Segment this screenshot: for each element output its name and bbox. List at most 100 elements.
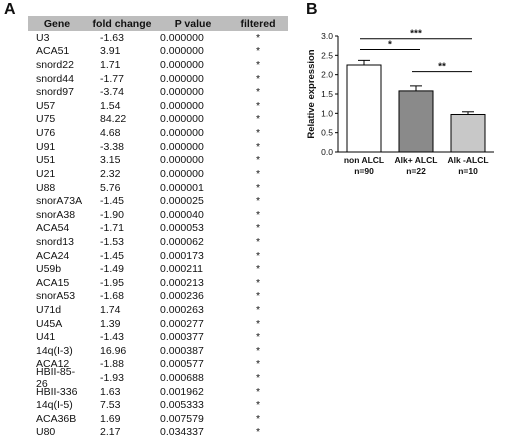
table-row: 14q(I-5) 7.53 0.005333 * — [28, 398, 288, 412]
table-row: snord44 -1.77 0.000000 * — [28, 72, 288, 86]
cell-p-value: 0.000000 — [160, 45, 204, 58]
cell-gene: ACA15 — [36, 276, 70, 289]
table-row: snord97 -3.74 0.000000 * — [28, 85, 288, 99]
cell-p-value: 0.000000 — [160, 99, 204, 112]
cell-fold-change: 2.17 — [100, 426, 121, 439]
header-p-value: P value — [174, 17, 212, 30]
cell-fold-change: 4.68 — [100, 127, 121, 140]
table-row: ACA51 3.91 0.000000 * — [28, 45, 288, 59]
cell-fold-change: -1.71 — [100, 222, 124, 235]
cell-gene: U75 — [36, 113, 56, 126]
cell-fold-change: -1.45 — [100, 249, 124, 262]
cell-filtered: * — [255, 317, 261, 330]
cell-p-value: 0.000000 — [160, 31, 204, 44]
cell-gene: ACA51 — [36, 45, 70, 58]
header-filtered: filtered — [240, 17, 276, 30]
cell-filtered: * — [255, 399, 261, 412]
relative-expression-chart: 0.0 0.5 1.0 1.5 2.0 2.5 3.0 Relative expression… — [306, 29, 494, 176]
table-header: Gene fold change P value filtered — [28, 16, 288, 31]
cell-gene: U41 — [36, 331, 56, 344]
table-row: snorA38 -1.90 0.000040 * — [28, 208, 288, 222]
fold-change-table: Gene fold change P value filtered U3 -1.6… — [28, 16, 288, 439]
cell-gene: snorA73A — [36, 195, 83, 208]
y-tick-label: 1.0 — [321, 108, 333, 118]
cell-fold-change: 7.53 — [100, 399, 121, 412]
cell-fold-change: 1.69 — [100, 412, 121, 425]
table-row: ACA36B 1.69 0.007579 * — [28, 412, 288, 426]
bar — [450, 113, 486, 153]
cell-fold-change: 1.54 — [100, 99, 121, 112]
cell-p-value: 0.000211 — [160, 263, 204, 276]
cell-filtered: * — [255, 235, 261, 248]
table-row: U59b -1.49 0.000211 * — [28, 262, 288, 276]
cell-p-value: 0.005333 — [160, 399, 204, 412]
cell-p-value: 0.000040 — [160, 208, 204, 221]
cell-fold-change: 2.32 — [100, 167, 121, 180]
panel-a-label: A — [4, 1, 16, 18]
table-row: HBII-336 1.63 0.001962 * — [28, 385, 288, 399]
cell-gene: U76 — [36, 127, 56, 140]
cell-filtered: * — [255, 99, 261, 112]
table-row: U80 2.17 0.034337 * — [28, 426, 288, 439]
category-label: Alk -ALCL — [447, 155, 488, 165]
significance-label: ** — [438, 62, 446, 73]
cell-filtered: * — [255, 31, 261, 44]
cell-p-value: 0.000000 — [160, 167, 204, 180]
table-row: U76 4.68 0.000000 * — [28, 126, 288, 140]
cell-filtered: * — [255, 113, 261, 126]
table-row: snorA53 -1.68 0.000236 * — [28, 290, 288, 304]
cell-filtered: * — [255, 127, 261, 140]
table-row: ACA15 -1.95 0.000213 * — [28, 276, 288, 290]
cell-p-value: 0.001962 — [160, 385, 204, 398]
table-row: U91 -3.38 0.000000 * — [28, 140, 288, 154]
cell-gene: snorA53 — [36, 290, 76, 303]
cell-fold-change: -3.38 — [100, 140, 124, 153]
cell-fold-change: -3.74 — [100, 86, 124, 99]
cell-filtered: * — [255, 344, 261, 357]
cell-fold-change: 1.39 — [100, 317, 121, 330]
cell-fold-change: 1.71 — [100, 59, 121, 72]
cell-p-value: 0.000000 — [160, 127, 204, 140]
header-fold-change: fold change — [92, 17, 152, 30]
cell-gene: snord22 — [36, 59, 74, 72]
table-row: snord13 -1.53 0.000062 * — [28, 235, 288, 249]
cell-filtered: * — [255, 222, 261, 235]
cell-p-value: 0.000000 — [160, 140, 204, 153]
cell-p-value: 0.000000 — [160, 59, 204, 72]
cell-filtered: * — [255, 276, 261, 289]
table-row: 14q(I-3) 16.96 0.000387 * — [28, 344, 288, 358]
cell-fold-change: -1.53 — [100, 235, 124, 248]
cell-p-value: 0.000173 — [160, 249, 204, 262]
cell-filtered: * — [255, 290, 261, 303]
table-row: ACA12 -1.88 0.000577 * — [28, 358, 288, 372]
cell-fold-change: 3.91 — [100, 45, 121, 58]
cell-filtered: * — [255, 412, 261, 425]
cell-filtered: * — [255, 72, 261, 85]
cell-p-value: 0.000000 — [160, 86, 204, 99]
table-row: U51 3.15 0.000000 * — [28, 153, 288, 167]
cell-p-value: 0.007579 — [160, 412, 204, 425]
cell-gene: U91 — [36, 140, 56, 153]
y-tick-label: 2.5 — [321, 50, 333, 60]
cell-fold-change: 5.76 — [100, 181, 121, 194]
panel-b-label: B — [306, 1, 318, 18]
cell-filtered: * — [255, 208, 261, 221]
cell-gene: ACA36B — [36, 412, 77, 425]
cell-filtered: * — [255, 154, 261, 167]
cell-filtered: * — [255, 303, 261, 316]
cell-filtered: * — [255, 167, 261, 180]
table-row: U71d 1.74 0.000263 * — [28, 303, 288, 317]
cell-filtered: * — [255, 181, 261, 194]
cell-fold-change: -1.95 — [100, 276, 124, 289]
cell-filtered: * — [255, 263, 261, 276]
cell-fold-change: -1.90 — [100, 208, 124, 221]
significance-label: * — [388, 40, 392, 51]
table-row: snorA73A -1.45 0.000025 * — [28, 194, 288, 208]
cell-gene: HBII-336 — [36, 385, 78, 398]
cell-gene: ACA54 — [36, 222, 70, 235]
cell-p-value: 0.000277 — [160, 317, 204, 330]
cell-fold-change: 16.96 — [100, 344, 127, 357]
cell-gene: ACA12 — [36, 358, 70, 371]
table-row: U88 5.76 0.000001 * — [28, 181, 288, 195]
cell-filtered: * — [255, 45, 261, 58]
